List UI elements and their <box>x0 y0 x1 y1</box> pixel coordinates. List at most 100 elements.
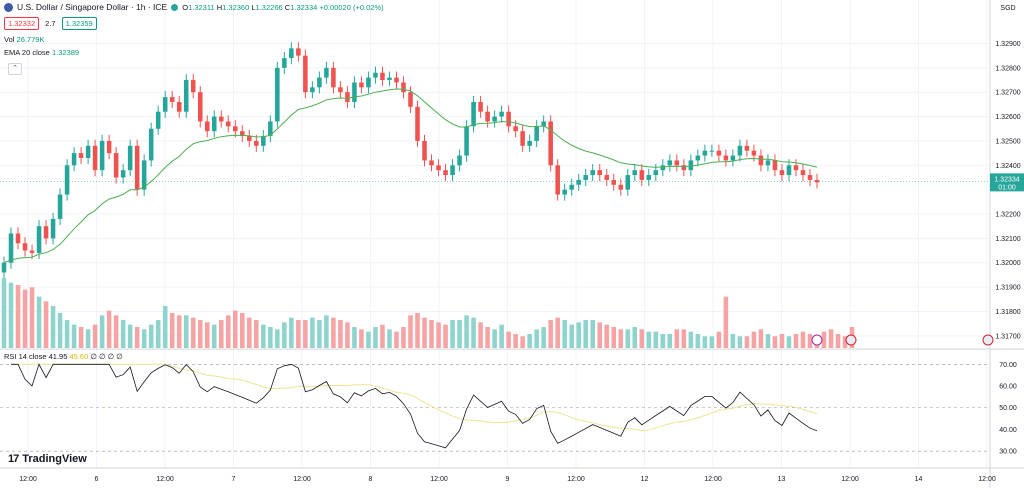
rsi-tick-label: 40.00 <box>999 427 1017 434</box>
candle-body <box>15 233 21 244</box>
candle-body <box>141 160 147 190</box>
volume-bar <box>85 329 91 348</box>
ema-line <box>3 88 818 264</box>
candle-body <box>1 262 7 273</box>
candle-body <box>331 67 336 88</box>
volume-bar <box>176 315 182 348</box>
buy-button[interactable]: 1.32359 <box>61 17 97 30</box>
time-tick-label: 12:00 <box>19 476 37 483</box>
volume-bar <box>218 320 224 348</box>
candle-body <box>744 145 750 151</box>
volume-bar <box>303 320 308 348</box>
volume-bar <box>190 317 196 348</box>
volume-bar <box>78 327 84 348</box>
candle-body <box>562 189 567 195</box>
sell-button[interactable]: 1.32332 <box>4 17 40 30</box>
time-tick-label: 12:00 <box>156 476 174 483</box>
volume-bar <box>436 322 441 348</box>
volume-bar <box>310 317 315 348</box>
volume-bar <box>828 329 834 348</box>
volume-bar <box>120 320 126 348</box>
candle-body <box>793 165 799 171</box>
candle-body <box>702 150 708 156</box>
volume-bar <box>590 320 596 348</box>
candle-body <box>345 92 350 102</box>
rsi-tick-label: 50.00 <box>999 405 1017 412</box>
volume-bar <box>555 317 560 348</box>
candle-body <box>786 165 792 176</box>
volume-bar <box>618 329 624 348</box>
volume-bar <box>204 322 210 348</box>
candle-body <box>50 218 56 239</box>
ema-legend[interactable]: EMA 20 close 1.32389 <box>4 48 80 57</box>
volume-bar <box>162 306 168 348</box>
volume-bar <box>148 324 154 348</box>
candle-body <box>261 136 266 146</box>
currency-flag-icon <box>4 2 13 12</box>
volume-bar <box>583 320 588 348</box>
volume-bar <box>394 331 399 348</box>
candle-body <box>674 160 680 166</box>
symbol-title[interactable]: U.S. Dollar / Singapore Dollar · 1h · IC… <box>17 2 168 12</box>
volume-bar <box>716 331 722 348</box>
candle-body <box>225 121 231 127</box>
price-tick-label: 1.32200 <box>995 212 1020 219</box>
trade-buttons: 1.32332 2.7 1.32359 <box>4 17 97 30</box>
volume-bar <box>660 334 666 348</box>
candle-body <box>338 87 343 93</box>
price-tick-label: 1.32600 <box>995 114 1020 121</box>
volume-legend[interactable]: Vol 26.779K <box>4 35 45 44</box>
volume-bar <box>317 320 322 348</box>
candle-body <box>681 165 687 171</box>
volume-bar <box>450 320 455 348</box>
candle-body <box>289 48 294 59</box>
rsi-legend[interactable]: RSI 14 close 41.95 45.60 ∅ ∅ ∅ ∅ <box>4 352 123 361</box>
candle-body <box>352 82 357 102</box>
candle-body <box>716 150 722 156</box>
candle-body <box>254 140 259 146</box>
volume-bar <box>64 320 70 348</box>
candle-body <box>78 153 84 158</box>
candle-body <box>275 67 280 122</box>
volume-bar <box>457 320 462 348</box>
candle-body <box>478 101 483 112</box>
volume-bar <box>800 331 806 348</box>
collapse-legend-button[interactable]: ⌃ <box>8 63 22 75</box>
volume-bar <box>807 334 813 348</box>
candle-body <box>513 126 518 132</box>
candle-body <box>8 233 14 263</box>
price-tick-label: 1.32400 <box>995 163 1020 170</box>
candle-body <box>779 170 785 176</box>
volume-bar <box>597 322 603 348</box>
volume-bar <box>8 282 14 348</box>
candle-body <box>751 150 757 156</box>
time-tick-label: 12:00 <box>704 476 722 483</box>
candle-body <box>183 80 189 112</box>
volume-bar <box>443 324 448 348</box>
volume-bar <box>520 336 525 348</box>
volume-bar <box>197 320 203 348</box>
volume-bar <box>576 322 581 348</box>
market-status-icon <box>171 3 179 11</box>
candle-body <box>29 250 35 253</box>
volume-bar <box>345 322 350 348</box>
time-tick-label: 8 <box>369 476 373 483</box>
time-tick-label: 12 <box>641 476 649 483</box>
candle-body <box>807 175 813 180</box>
price-tick-label: 1.32100 <box>995 236 1020 243</box>
candle-body <box>541 121 546 127</box>
rsi-tick-label: 30.00 <box>999 449 1017 456</box>
volume-bar <box>254 320 259 348</box>
last-price-tag <box>990 173 1024 192</box>
volume-bar <box>106 310 112 348</box>
candle-body <box>324 67 329 78</box>
candle-body <box>492 116 497 122</box>
event-us-flag-icon <box>845 334 857 346</box>
candle-body <box>506 111 511 127</box>
volume-bar <box>408 315 413 348</box>
candle-body <box>576 179 581 185</box>
candle-body <box>247 136 252 141</box>
volume-bar <box>71 324 77 348</box>
price-tick-label: 1.31700 <box>995 333 1020 340</box>
